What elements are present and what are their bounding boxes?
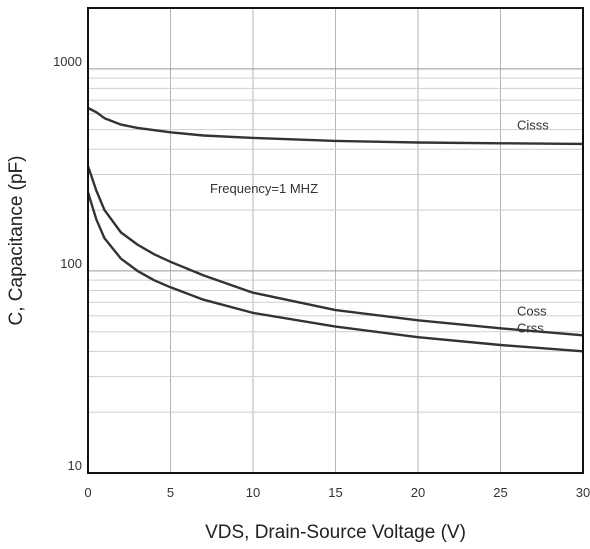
y-tick-label: 100	[60, 256, 82, 271]
y-axis-title: C, Capacitance (pF)	[6, 155, 27, 325]
x-tick-label: 0	[84, 485, 91, 500]
y-tick-label: 10	[68, 458, 82, 473]
plot-frame	[87, 7, 584, 474]
x-tick-label: 20	[411, 485, 425, 500]
frequency-annotation: Frequency=1 MHZ	[210, 181, 318, 196]
x-tick-label: 10	[246, 485, 260, 500]
series-line-crss	[86, 191, 584, 353]
grid	[88, 8, 583, 473]
series-label-coss: Coss	[517, 304, 547, 319]
series-lines	[86, 106, 584, 353]
series-label-crss: Crss	[517, 320, 544, 335]
x-tick-labels: 0 5 10 15 20 25 30	[84, 485, 590, 500]
x-tick-label: 25	[493, 485, 507, 500]
series-label-cisss: Cisss	[517, 117, 549, 132]
x-axis-title: VDS, Drain-Source Voltage (V)	[205, 522, 466, 543]
y-tick-labels: 10 100 1000	[53, 54, 82, 473]
series-line-coss	[86, 165, 584, 337]
x-tick-label: 15	[328, 485, 342, 500]
y-tick-label: 1000	[53, 54, 82, 69]
x-tick-label: 5	[167, 485, 174, 500]
series-line-cisss	[87, 106, 584, 146]
x-tick-label: 30	[576, 485, 590, 500]
